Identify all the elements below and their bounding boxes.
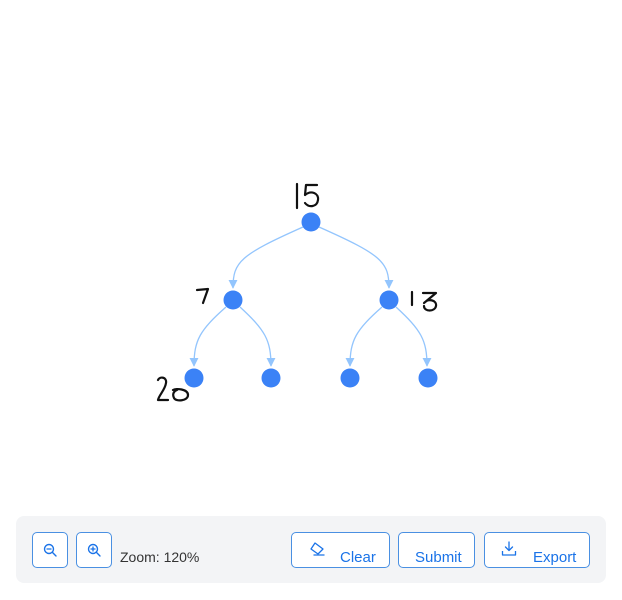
- download-icon: [501, 541, 517, 556]
- edge-left-leftleft: [189, 306, 227, 367]
- export-button[interactable]: Export: [484, 532, 590, 568]
- edge-root-left: [228, 226, 304, 289]
- clear-button[interactable]: Clear: [291, 532, 390, 568]
- zoom-level-label: Zoom: 120%: [120, 549, 200, 565]
- edge-right-rightright: [395, 306, 432, 367]
- edge-right-rightleft: [345, 306, 383, 367]
- zoom-in-icon: [87, 543, 101, 557]
- tree-node-left-left[interactable]: [184, 368, 204, 388]
- submit-button-label: Submit: [415, 549, 462, 566]
- edge-left-leftright: [239, 306, 276, 367]
- tree-edges: [189, 226, 432, 367]
- tree-node-left-right[interactable]: [261, 368, 281, 388]
- tree-node-right[interactable]: [379, 290, 399, 310]
- zoom-in-button[interactable]: [76, 532, 112, 568]
- tree-node-right-left[interactable]: [340, 368, 360, 388]
- handwritten-20: [156, 376, 190, 402]
- tree-nodes: [184, 212, 438, 388]
- tree-node-root[interactable]: [301, 212, 321, 232]
- clear-button-label: Clear: [340, 549, 376, 566]
- export-button-label: Export: [533, 549, 577, 566]
- handwritten-15: [295, 182, 320, 210]
- eraser-icon: [310, 542, 325, 556]
- handwritten-7: [195, 287, 210, 305]
- tree-node-right-right[interactable]: [418, 368, 438, 388]
- handwritten-annotations: [156, 182, 438, 402]
- edge-root-right: [318, 226, 394, 289]
- submit-button[interactable]: Submit: [398, 532, 475, 568]
- bottom-toolbar: Zoom: 120% Clear Submit Export: [16, 516, 606, 583]
- zoom-out-icon: [43, 543, 57, 557]
- handwritten-18: [410, 290, 438, 312]
- drawing-canvas[interactable]: [0, 0, 622, 510]
- zoom-out-button[interactable]: [32, 532, 68, 568]
- tree-node-left[interactable]: [223, 290, 243, 310]
